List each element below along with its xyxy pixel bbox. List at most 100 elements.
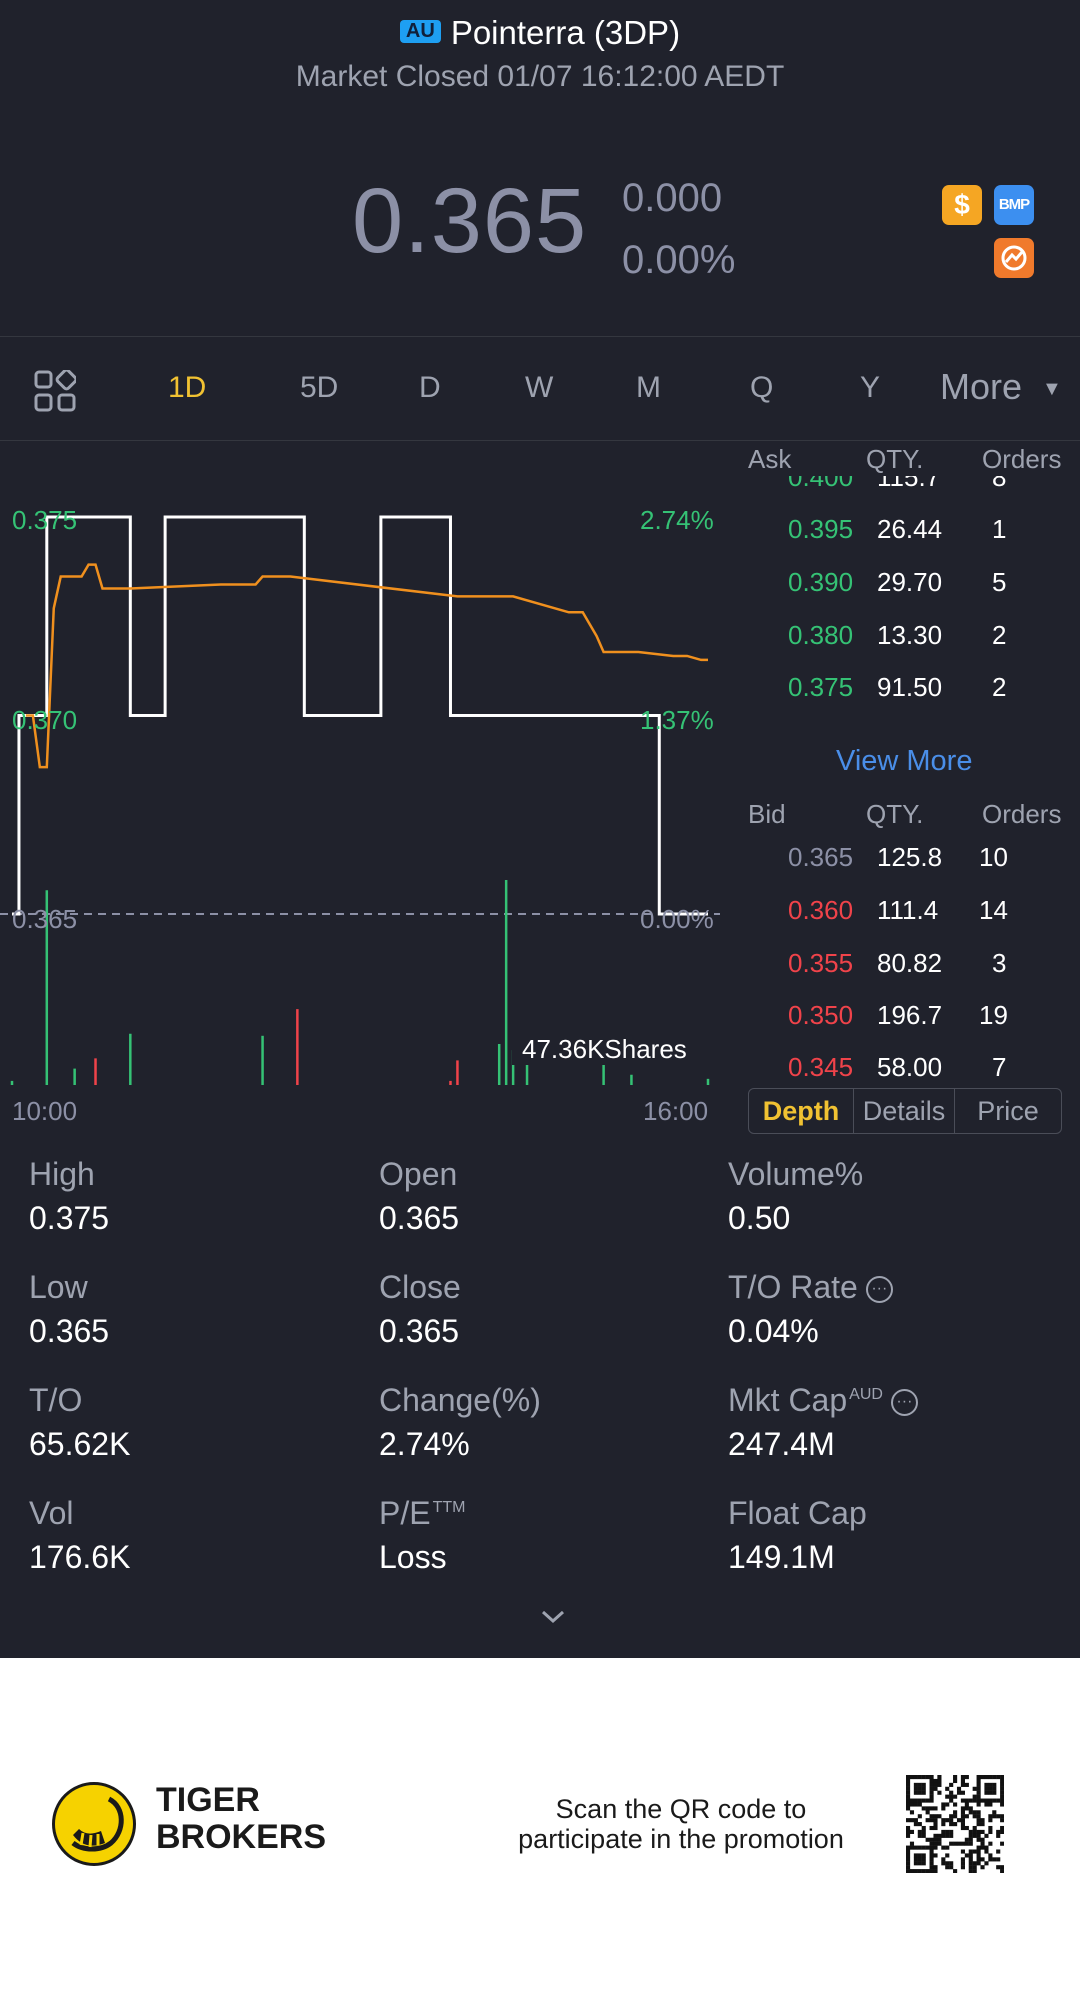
info-icon[interactable]: ··· <box>890 1389 918 1417</box>
stat-open-value: 0.365 <box>379 1200 460 1236</box>
qr-module <box>976 1829 981 1834</box>
qr-module <box>913 1790 918 1795</box>
bid-list[interactable]: 0.365 125.8 10 0.360 111.4 14 0.355 80.8… <box>720 842 1080 1090</box>
stat-volume-pct-label: Volume% <box>728 1156 864 1192</box>
tab-5d[interactable]: 5D <box>300 371 339 404</box>
qr-module <box>976 1798 981 1803</box>
qr-module <box>992 1798 997 1803</box>
qr-module <box>968 1869 973 1873</box>
qr-module <box>921 1782 926 1787</box>
qr-module <box>917 1814 922 1819</box>
stat-to-rate-text: T/O Rate <box>728 1269 858 1305</box>
qr-module <box>933 1853 938 1858</box>
qr-module <box>917 1833 922 1838</box>
view-more-link[interactable]: View More <box>836 745 973 777</box>
qr-module <box>917 1857 922 1862</box>
tab-d[interactable]: D <box>419 371 441 404</box>
bmp-icon[interactable]: BMP <box>994 185 1034 225</box>
intraday-chart[interactable] <box>0 442 720 1092</box>
info-icon[interactable]: ··· <box>865 1276 893 1304</box>
promo-line-2: participate in the promotion <box>518 1824 844 1854</box>
stock-title: AU Pointerra (3DP) <box>0 14 1080 52</box>
qr-module <box>917 1853 922 1858</box>
qr-module <box>960 1790 965 1795</box>
qr-code[interactable] <box>906 1775 1004 1873</box>
qr-module <box>1000 1865 1004 1870</box>
qr-module <box>968 1857 973 1862</box>
y-label-high: 0.375 <box>12 505 78 535</box>
qr-module <box>925 1798 930 1803</box>
qr-module <box>968 1837 973 1842</box>
qr-module <box>925 1818 930 1823</box>
qr-module <box>953 1810 958 1815</box>
qr-module <box>913 1845 918 1850</box>
tab-1d[interactable]: 1D <box>168 371 207 404</box>
qr-module <box>906 1782 911 1787</box>
qr-module <box>1000 1782 1004 1787</box>
qr-module <box>921 1833 926 1838</box>
price-line <box>12 515 708 916</box>
qr-module <box>976 1837 981 1842</box>
qr-module <box>956 1818 962 1823</box>
ask-price: 0.375 <box>788 672 854 702</box>
qr-module <box>968 1833 973 1838</box>
qr-module <box>929 1841 934 1846</box>
qr-module <box>945 1865 950 1870</box>
tab-more-label: More <box>940 366 1023 407</box>
qr-module <box>988 1853 993 1858</box>
ask-list[interactable]: 0.400 115.7 8 0.395 26.44 1 0.390 29.70 … <box>720 476 1080 746</box>
qr-module <box>988 1798 993 1803</box>
qr-module <box>917 1790 922 1795</box>
qr-module <box>968 1810 973 1815</box>
qr-module <box>909 1829 915 1834</box>
tab-more[interactable]: More ▼ <box>940 366 1062 408</box>
qr-module <box>937 1814 942 1819</box>
tab-depth[interactable]: Depth <box>762 1096 840 1126</box>
qr-module <box>906 1825 911 1831</box>
tab-w[interactable]: W <box>525 371 554 404</box>
qr-module <box>964 1825 969 1831</box>
qr-module <box>949 1782 954 1787</box>
last-price: 0.365 <box>352 170 588 272</box>
qr-module <box>925 1837 930 1842</box>
stock-name: Pointerra (3DP) <box>450 14 681 51</box>
qr-module <box>921 1857 926 1862</box>
stat-open-label: Open <box>379 1156 458 1192</box>
layout-grid-icon[interactable] <box>34 368 78 412</box>
pct-label-high: 2.74% <box>640 505 714 535</box>
qr-module <box>906 1790 911 1795</box>
tab-y[interactable]: Y <box>860 371 881 404</box>
qr-module <box>988 1829 993 1834</box>
tab-q[interactable]: Q <box>750 371 774 404</box>
qr-module <box>976 1861 981 1866</box>
qr-module <box>953 1814 958 1819</box>
quote-header <box>0 0 1080 336</box>
qr-module <box>968 1853 973 1858</box>
qr-module <box>996 1857 1001 1862</box>
expand-chevron-icon[interactable] <box>537 1606 569 1633</box>
qr-module <box>909 1798 915 1803</box>
qr-module <box>937 1833 942 1838</box>
tab-details[interactable]: Details <box>862 1096 946 1126</box>
trend-icon[interactable] <box>994 238 1034 278</box>
tab-m[interactable]: M <box>636 371 661 404</box>
qr-module <box>913 1861 918 1866</box>
stat-close-label: Close <box>379 1269 461 1305</box>
qr-module <box>949 1814 954 1819</box>
brand-line-2: BROKERS <box>156 1818 327 1856</box>
qr-module <box>1000 1775 1004 1780</box>
qr-module <box>913 1857 918 1862</box>
qr-module <box>933 1786 938 1791</box>
dollar-icon[interactable]: $ <box>942 185 982 225</box>
ask-price: 0.380 <box>788 620 854 650</box>
bid-qty: 58.00 <box>877 1052 943 1082</box>
qr-module <box>913 1853 918 1858</box>
qr-module <box>996 1775 1001 1780</box>
qr-module <box>996 1833 1001 1838</box>
tab-price[interactable]: Price <box>977 1096 1039 1126</box>
qr-module <box>913 1869 918 1873</box>
qr-module <box>972 1861 977 1866</box>
qr-module <box>953 1794 958 1799</box>
qr-module <box>925 1869 930 1873</box>
qr-module <box>917 1822 922 1827</box>
